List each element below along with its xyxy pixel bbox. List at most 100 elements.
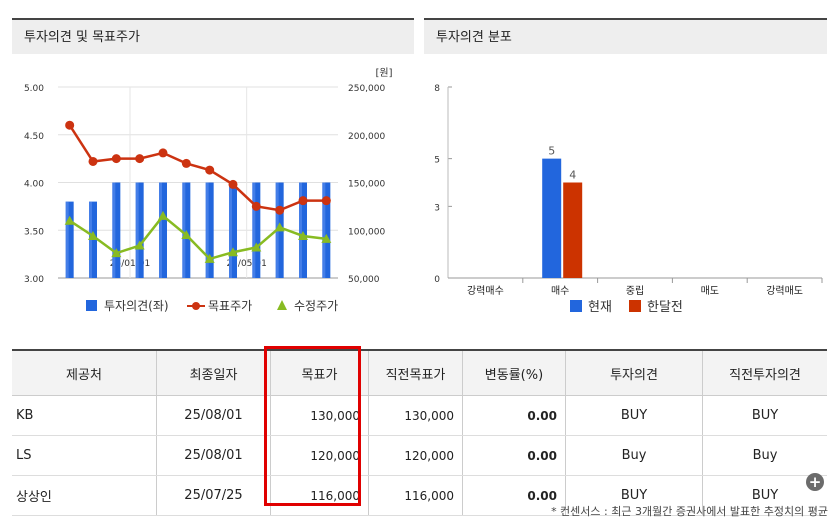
cell-opinion: Buy <box>565 435 703 476</box>
legend-label: 현재 <box>588 300 612 315</box>
legend-label: 목표주가 <box>208 299 252 313</box>
target-price-point <box>321 196 331 206</box>
cell-prev-target: 120,000 <box>368 435 463 476</box>
y-right-tick-label: 250,000 <box>348 84 385 94</box>
legend-swatch <box>629 300 641 312</box>
bar-opinion-highlight <box>159 182 162 278</box>
bar-opinion <box>65 201 74 278</box>
target-price-highlight-box <box>264 346 361 506</box>
header-target-price: 목표가 <box>270 349 369 396</box>
x-tick-label: 강력매도 <box>766 285 803 297</box>
x-tick-label: 중립 <box>626 284 644 297</box>
y-tick-label: 5 <box>434 156 440 166</box>
adjusted-price-point <box>134 240 145 250</box>
adjusted-price-point <box>88 230 98 240</box>
bar-opinion-highlight <box>252 182 256 278</box>
consensus-footnote: * 컨센서스 : 최근 3개월간 증권사에서 발표한 추정치의 평균 <box>551 505 828 518</box>
bar-opinion-highlight <box>135 182 139 278</box>
table-header-row: 제공처 최종일자 목표가 직전목표가 변동률(%) 투자의견 직전투자의견 <box>12 349 827 396</box>
adjusted-price-point <box>298 230 308 240</box>
bar-opinion <box>135 182 144 278</box>
bar-opinion-highlight <box>322 182 326 278</box>
target-price-point <box>298 196 308 206</box>
bar-opinion <box>159 182 167 278</box>
header-change-rate: 변동률(%) <box>462 349 566 396</box>
cell-change: 0.00 <box>462 435 566 476</box>
bar-month-ago <box>563 182 583 278</box>
bar-opinion-highlight <box>112 182 116 278</box>
x-tick-label: 25/01/01 <box>110 259 150 269</box>
bar-opinion <box>229 182 237 278</box>
adjusted-price-line <box>68 214 327 261</box>
y-right-tick-label: 50,000 <box>348 275 380 285</box>
target-price-table: 제공처 최종일자 목표가 직전목표가 변동률(%) 투자의견 직전투자의견 KB… <box>12 349 827 516</box>
bar-opinion <box>252 182 261 278</box>
right-panel-title: 투자의견 분포 <box>424 18 827 54</box>
header-prev-opinion: 직전투자의견 <box>702 349 827 396</box>
bar-opinion-highlight <box>182 182 186 278</box>
y-right-tick-label: 100,000 <box>348 227 385 237</box>
plus-circle-icon[interactable]: + <box>806 473 824 491</box>
y-right-tick-label: 150,000 <box>348 180 385 190</box>
cell-provider: LS <box>12 435 157 476</box>
y-tick-label: 8 <box>434 84 440 94</box>
cell-target: 120,000 <box>270 435 369 476</box>
x-tick-label: 매수 <box>551 285 569 297</box>
header-prev-target-price: 직전목표가 <box>368 349 463 396</box>
cell-target: 130,000 <box>270 395 369 436</box>
adjusted-price-point <box>158 210 168 220</box>
bar-opinion-highlight <box>65 201 69 278</box>
cell-change: 0.00 <box>462 475 566 516</box>
cell-prev-target: 130,000 <box>368 395 463 436</box>
cell-prev-opinion: Buy <box>702 435 827 476</box>
cell-provider: KB <box>12 395 157 436</box>
y-left-tick-label: 5.00 <box>24 84 44 94</box>
cell-change: 0.00 <box>462 395 566 436</box>
adjusted-price-point <box>64 215 75 225</box>
target-price-line <box>68 124 327 212</box>
y-left-tick-label: 4.00 <box>24 180 44 190</box>
table-row: LS 25/08/01 120,000 120,000 0.00 Buy Buy <box>12 435 827 476</box>
adjusted-price-point <box>251 242 262 252</box>
y-left-tick-label: 3.00 <box>24 275 44 285</box>
adjusted-price-point <box>111 248 122 258</box>
bar-opinion-highlight <box>229 182 232 278</box>
target-price-point <box>275 205 285 215</box>
x-tick-label: 25/05/01 <box>226 259 266 269</box>
target-price-point <box>88 156 98 166</box>
unit-label: [원] <box>375 67 392 79</box>
cell-opinion: BUY <box>565 395 703 436</box>
y-tick-label: 0 <box>434 275 440 285</box>
adjusted-price-point <box>204 253 215 263</box>
cell-prev-opinion: BUY <box>702 395 827 436</box>
bar-current <box>542 158 562 278</box>
left-panel-title: 투자의견 및 목표주가 <box>12 18 414 54</box>
cell-date: 25/08/01 <box>156 395 271 436</box>
adjusted-price-point <box>181 230 192 240</box>
y-left-tick-label: 3.50 <box>24 227 44 237</box>
header-last-date: 최종일자 <box>156 349 271 396</box>
cell-prev-target: 116,000 <box>368 475 463 516</box>
legend-swatch <box>570 300 582 312</box>
bar-data-label: 5 <box>548 145 555 158</box>
bar-opinion <box>205 182 214 278</box>
bar-opinion-highlight <box>205 182 209 278</box>
target-price-point <box>65 120 75 130</box>
table-row: KB 25/08/01 130,000 130,000 0.00 BUY BUY <box>12 395 827 436</box>
legend-label: 투자의견(좌) <box>104 299 169 313</box>
adjusted-price-point <box>274 222 285 232</box>
cell-opinion: BUY <box>565 475 703 516</box>
x-tick-label: 강력매수 <box>467 285 504 297</box>
header-opinion: 투자의견 <box>565 349 703 396</box>
target-price-point <box>135 154 145 164</box>
y-right-tick-label: 200,000 <box>348 132 385 142</box>
opinion-target-chart: [원] 5.00 4.50 4.00 3.50 3.00 250,000 200,000 150… <box>24 67 393 313</box>
cell-provider: 상상인 <box>12 475 157 516</box>
cell-date: 25/08/01 <box>156 435 271 476</box>
cell-target: 116,000 <box>270 475 369 516</box>
target-price-point <box>158 148 168 158</box>
target-price-point <box>111 154 121 164</box>
opinion-distribution-chart: 8 5 3 0 강력매수 매수 중립 매도 강력매도 5 4 현재 한달전 <box>434 84 823 315</box>
x-tick-label: 매도 <box>701 285 719 297</box>
cell-date: 25/07/25 <box>156 475 271 516</box>
